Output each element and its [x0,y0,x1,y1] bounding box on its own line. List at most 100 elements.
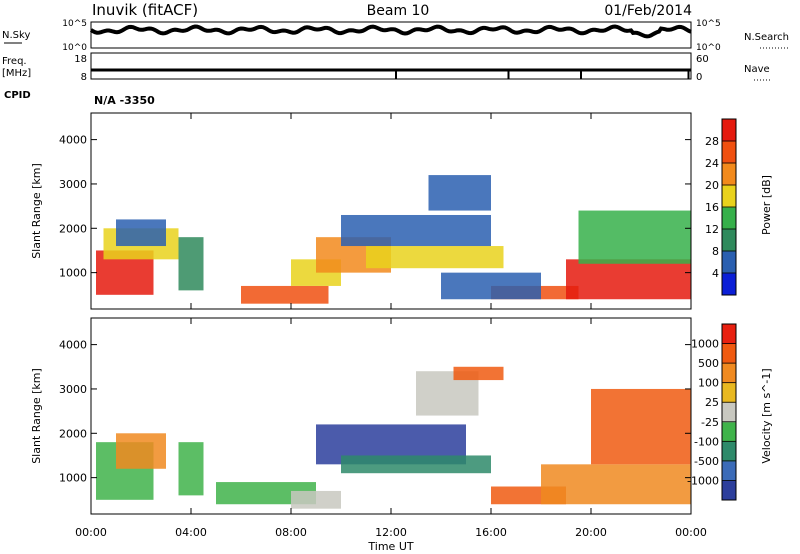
colorbar-tick-label: -500 [694,455,719,468]
nave-label: Nave [744,64,770,75]
colorbar-tick-label: 12 [705,223,719,236]
colorbar-swatch [722,441,736,462]
colorbar-swatch [722,185,736,208]
time-axis-ticks: 00:00 04:00 08:00 12:00 16:00 20:00 00:00 [75,113,707,539]
echo-region [578,210,691,264]
noise-tick-bottom-left: 10^0 [62,43,87,53]
noise-tick-top-right: 10^5 [696,19,721,29]
cpid-label: CPID [4,90,31,101]
colorbar-tick-label: -100 [694,435,719,448]
colorbar-swatch [722,251,736,274]
time-tick-label: 00:00 [75,526,107,539]
y-tick-label: 4000 [59,339,87,352]
cpid-value: N/A -3350 [94,94,155,107]
colorbar-tick-label: 500 [698,357,719,370]
y-tick-label: 4000 [59,134,87,147]
noise-right-label: N.Search [744,32,789,43]
colorbar-swatch [722,343,736,364]
colorbar-tick-label: 100 [698,377,719,390]
colorbar-swatch [722,141,736,164]
colorbar-tick-label: 25 [705,396,719,409]
velocity-heatmap [96,366,691,509]
power-heatmap [96,175,691,304]
noise-tick-top-left: 10^5 [62,19,87,29]
echo-region [341,455,491,474]
colorbar-tick-label: 4 [712,267,719,280]
colorbar-swatch [722,421,736,442]
echo-region [341,214,491,247]
station-title: Inuvik (fitACF) [92,1,198,19]
velocity-colorbar: -1000 -500 -100 -25 25 100 500 1000 [687,323,737,501]
colorbar-swatch [722,229,736,252]
velocity-ylabel: Slant Range [km] [30,368,43,464]
echo-region [116,433,166,469]
colorbar-swatch [722,273,736,296]
noise-sky-line [89,24,692,39]
echo-region [116,219,166,247]
colorbar-tick-label: 28 [705,135,719,148]
time-tick-label: 12:00 [375,526,407,539]
colorbar-swatch [722,480,736,501]
power-ylabel: Slant Range [km] [30,163,43,259]
colorbar-swatch [722,363,736,384]
freq-label-1: Freq. [2,56,27,67]
time-tick-label: 20:00 [575,526,607,539]
colorbar-tick-label: -25 [701,416,719,429]
freq-label-2: [MHz] [2,68,31,79]
echo-region [541,464,691,505]
colorbar-swatch [722,460,736,481]
colorbar-swatch [722,324,736,345]
colorbar-tick-label: -1000 [687,474,719,487]
colorbar-swatch [722,402,736,423]
time-axis-label: Time UT [367,540,413,553]
echo-region [366,246,504,269]
echo-region [566,259,691,300]
colorbar-frame [721,323,737,501]
echo-region [241,285,329,304]
y-tick-label: 2000 [59,222,87,235]
y-tick-label: 3000 [59,178,87,191]
y-tick-label: 2000 [59,427,87,440]
echo-region [428,175,491,211]
velocity-panel: 1000 2000 3000 4000 Slant Range [km] -1000 -… [30,317,773,515]
velocity-colorbar-label: Velocity [m s^-1] [760,368,773,463]
echo-region [291,490,341,509]
colorbar-swatch [722,207,736,230]
y-tick-label: 1000 [59,267,87,280]
noise-panel-frame [90,21,692,49]
freq-panel-frame [90,52,692,80]
date-title: 01/Feb/2014 [604,3,692,19]
nave-tick-top: 60 [696,54,709,65]
colorbar-tick-label: 8 [712,245,719,258]
noise-tick-bottom-right: 10^0 [696,43,721,53]
time-tick-label: 08:00 [275,526,307,539]
colorbar-tick-label: 24 [705,157,719,170]
colorbar-swatch [722,163,736,186]
freq-ticks [395,70,690,79]
time-tick-label: 04:00 [175,526,207,539]
echo-region [453,366,504,381]
time-tick-label: 00:00 [675,526,707,539]
colorbar-swatch [722,119,736,142]
echo-region [591,388,691,465]
freq-tick-top: 18 [74,54,87,65]
freq-panel: Freq. [MHz] 18 8 60 0 Nave [2,52,770,83]
noise-panel: N.Sky 10^5 10^0 10^5 10^0 N.Search [2,19,790,53]
power-yticks: 1000 2000 3000 4000 [59,134,691,280]
y-tick-label: 1000 [59,472,87,485]
time-tick-label: 16:00 [475,526,507,539]
colorbar-swatch [722,382,736,403]
colorbar-tick-label: 20 [705,179,719,192]
echo-region [178,237,204,291]
power-colorbar-label: Power [dB] [760,175,773,235]
y-tick-label: 3000 [59,383,87,396]
power-colorbar: 4 8 12 16 20 24 28 [705,118,737,296]
echo-region [178,442,204,496]
noise-left-label: N.Sky [2,30,30,41]
velocity-yticks: 1000 2000 3000 4000 [59,339,691,485]
beam-title: Beam 10 [367,3,430,19]
freq-tick-bottom: 8 [81,72,87,83]
echo-region [441,272,541,300]
power-panel: 1000 2000 3000 4000 Slant Range [km] 4 8 12 16… [30,112,773,310]
